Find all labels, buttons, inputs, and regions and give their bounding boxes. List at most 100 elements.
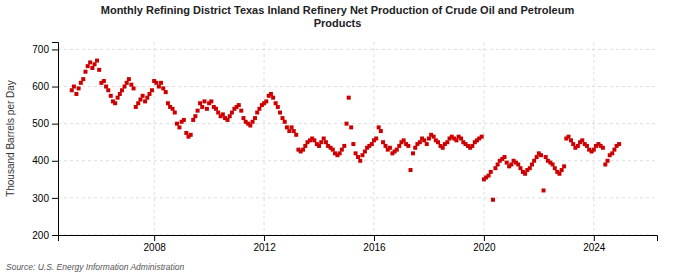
- point: [351, 142, 355, 146]
- point: [422, 138, 426, 142]
- y-tick: 500: [32, 118, 58, 129]
- grid: [58, 42, 657, 235]
- point: [143, 99, 147, 103]
- point: [413, 146, 417, 150]
- y-axis-title: Thousand Barrels per Day: [5, 80, 16, 197]
- point: [402, 138, 406, 142]
- point: [411, 151, 415, 155]
- point: [177, 125, 181, 129]
- point: [530, 162, 534, 166]
- point: [141, 94, 145, 98]
- y-tick: 300: [32, 193, 58, 204]
- point: [154, 81, 158, 85]
- y-axis: 200300400500600700: [32, 43, 58, 241]
- point: [319, 140, 323, 144]
- title-line: Products: [314, 17, 362, 29]
- point: [338, 151, 342, 155]
- point: [248, 124, 252, 128]
- y-tick-label: 300: [32, 193, 49, 204]
- point: [567, 135, 571, 139]
- point: [198, 101, 202, 105]
- point: [358, 159, 362, 163]
- y-tick-mark: [52, 87, 58, 88]
- point: [86, 64, 90, 68]
- point: [278, 111, 282, 115]
- point: [425, 142, 429, 146]
- y-tick: 200: [32, 230, 58, 241]
- point: [136, 101, 140, 105]
- grid-line-x: [264, 42, 265, 235]
- point: [164, 90, 168, 94]
- point: [374, 137, 378, 141]
- point: [221, 112, 225, 116]
- point: [544, 155, 548, 159]
- point: [379, 129, 383, 133]
- point: [491, 198, 495, 202]
- point: [370, 142, 374, 146]
- point: [349, 125, 353, 129]
- point: [470, 144, 474, 148]
- point: [445, 140, 449, 144]
- point: [81, 77, 85, 81]
- point: [557, 172, 561, 176]
- point: [290, 125, 294, 129]
- y-tick-mark: [52, 161, 58, 162]
- point: [441, 146, 445, 150]
- y-tick-mark: [52, 198, 58, 199]
- point: [200, 105, 204, 109]
- point: [202, 99, 206, 103]
- point: [104, 85, 108, 89]
- y-tick-label: 700: [32, 44, 49, 55]
- point: [90, 66, 94, 70]
- point: [102, 79, 106, 83]
- point: [585, 144, 589, 148]
- point: [122, 85, 126, 89]
- y-tick: 600: [32, 81, 58, 92]
- y-tick-mark: [52, 235, 58, 236]
- grid-line-y: [58, 123, 657, 124]
- point: [571, 142, 575, 146]
- point: [175, 122, 179, 126]
- point: [264, 99, 268, 103]
- point: [553, 166, 557, 170]
- point: [345, 122, 349, 126]
- point: [542, 188, 546, 192]
- point: [93, 62, 97, 66]
- point: [459, 137, 463, 141]
- point: [83, 70, 87, 74]
- point: [97, 68, 101, 72]
- point: [118, 92, 122, 96]
- point: [74, 92, 78, 96]
- point: [340, 148, 344, 152]
- point: [427, 137, 431, 141]
- point: [241, 116, 245, 120]
- point: [125, 81, 129, 85]
- point: [436, 140, 440, 144]
- point: [576, 144, 580, 148]
- point: [489, 170, 493, 174]
- point: [196, 109, 200, 113]
- point: [493, 166, 497, 170]
- point: [601, 146, 605, 150]
- y-tick-label: 500: [32, 118, 49, 129]
- title: Monthly Refining District Texas Inland R…: [101, 4, 575, 29]
- point: [269, 92, 273, 96]
- plot-area: 20082012201620202024200300400500600700: [32, 42, 657, 253]
- point: [205, 107, 209, 111]
- point: [418, 140, 422, 144]
- point: [606, 159, 610, 163]
- point: [354, 151, 358, 155]
- point: [251, 120, 255, 124]
- x-tick-label: 2016: [363, 242, 386, 253]
- point: [138, 98, 142, 102]
- point: [503, 155, 507, 159]
- point: [239, 109, 243, 113]
- point: [518, 166, 522, 170]
- x-axis: 20082012201620202024: [59, 235, 658, 253]
- point: [182, 118, 186, 122]
- point: [209, 99, 213, 103]
- point: [509, 162, 513, 166]
- point: [255, 111, 259, 115]
- point: [535, 155, 539, 159]
- point: [129, 83, 133, 87]
